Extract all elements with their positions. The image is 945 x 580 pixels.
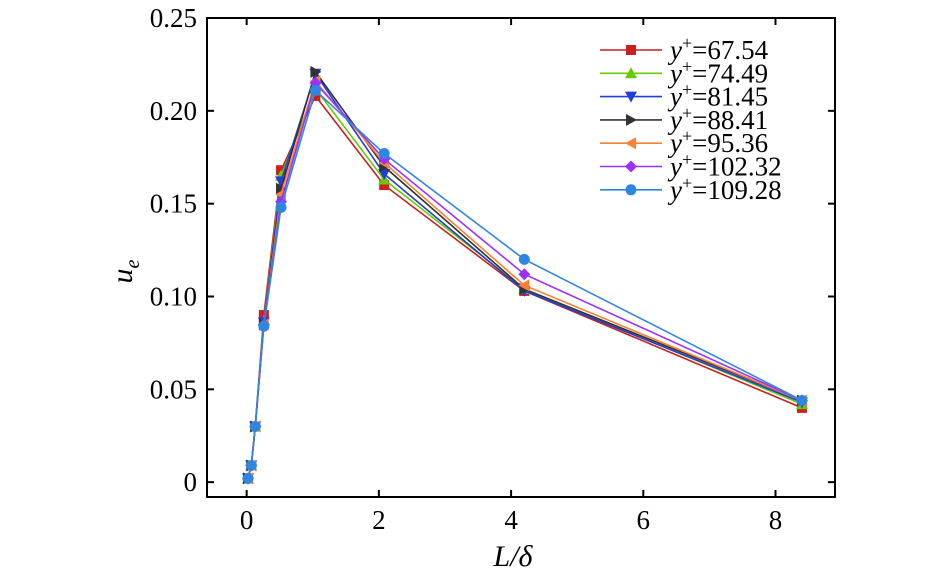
y-tick-label: 0.25 <box>150 3 197 33</box>
legend-label-value: =81.45 <box>692 82 768 112</box>
legend-marker <box>625 137 636 150</box>
plot-frame <box>206 17 836 498</box>
x-axis-label: L/δ <box>493 540 534 573</box>
ticks-group: 0 2 4 6 8 0 0.05 0.10 0.15 0.20 0.25 <box>150 3 835 535</box>
legend-label-sup: + <box>682 126 692 146</box>
y-tick-label: 0.20 <box>150 96 197 126</box>
y-tick-label: 0 <box>184 467 198 497</box>
data-point <box>249 420 261 432</box>
y-tick-label: 0.15 <box>150 189 197 219</box>
legend-marker <box>626 113 637 126</box>
legend-label-value: =74.49 <box>692 58 768 88</box>
legend-label-var: y <box>667 35 682 65</box>
legend-label: y+=67.54 <box>667 33 769 65</box>
x-tick-label: 8 <box>769 505 783 535</box>
legend-label-var: y <box>667 175 682 205</box>
legend-entry: y+=74.49 <box>600 56 768 88</box>
data-point <box>379 180 390 191</box>
x-tick-label: 4 <box>504 505 518 535</box>
legend-marker <box>625 160 637 173</box>
legend-entry: y+=67.54 <box>600 33 769 65</box>
axes-group: L/δ ue <box>106 17 836 573</box>
data-point <box>796 394 808 406</box>
legend-label-var: y <box>667 152 682 182</box>
legend-marker <box>626 45 636 55</box>
series-group <box>241 65 808 485</box>
legend-label-sup: + <box>682 173 692 193</box>
legend-label-value: =102.32 <box>692 152 781 182</box>
legend-label: y+=109.28 <box>667 173 782 205</box>
legend-label-sup: + <box>682 80 692 100</box>
legend-marker <box>625 67 637 79</box>
legend-label: y+=88.41 <box>667 103 768 135</box>
series-7 <box>242 84 808 484</box>
legend-label-value: =88.41 <box>692 105 768 135</box>
y-axis-label: ue <box>106 259 144 283</box>
data-point <box>258 320 270 332</box>
legend-label-sup: + <box>682 103 692 123</box>
legend-marker <box>625 184 637 196</box>
legend: y+=67.54y+=74.49y+=81.45y+=88.41y+=95.36… <box>600 33 782 205</box>
data-point <box>276 182 288 195</box>
legend-entry: y+=95.36 <box>600 126 768 158</box>
y-tick-label: 0.05 <box>150 374 197 404</box>
data-point <box>242 472 254 484</box>
legend-label-var: y <box>667 128 682 158</box>
legend-label-var: y <box>667 82 682 112</box>
legend-label-var: y <box>667 105 682 135</box>
data-point <box>245 459 257 471</box>
data-point <box>518 253 530 265</box>
data-point <box>309 84 321 96</box>
data-point <box>310 90 321 101</box>
legend-entry: y+=109.28 <box>600 173 782 205</box>
x-tick-label: 6 <box>637 505 651 535</box>
legend-entry: y+=81.45 <box>600 80 768 112</box>
x-tick-label: 0 <box>240 505 254 535</box>
legend-label: y+=102.32 <box>667 150 782 182</box>
data-point <box>378 168 391 180</box>
legend-label-var: y <box>667 58 682 88</box>
y-axis-label-subscript: e <box>122 259 144 268</box>
y-axis-label-main: u <box>106 268 139 283</box>
legend-label-sup: + <box>682 33 692 53</box>
data-point <box>518 279 530 292</box>
legend-label-value: =109.28 <box>692 175 781 205</box>
legend-label-value: =95.36 <box>692 128 768 158</box>
legend-label: y+=81.45 <box>667 80 768 112</box>
data-point <box>310 65 322 78</box>
legend-label-value: =67.54 <box>692 35 768 65</box>
data-point <box>275 201 287 213</box>
legend-label-sup: + <box>682 150 692 170</box>
legend-label: y+=95.36 <box>667 126 768 158</box>
data-point <box>518 268 531 281</box>
legend-marker <box>625 91 637 103</box>
legend-label-sup: + <box>682 56 692 76</box>
y-tick-label: 0.10 <box>150 281 197 311</box>
legend-entry: y+=88.41 <box>600 103 768 135</box>
legend-label: y+=74.49 <box>667 56 768 88</box>
x-tick-label: 2 <box>372 505 386 535</box>
legend-entry: y+=102.32 <box>600 150 782 182</box>
data-point <box>378 148 390 160</box>
